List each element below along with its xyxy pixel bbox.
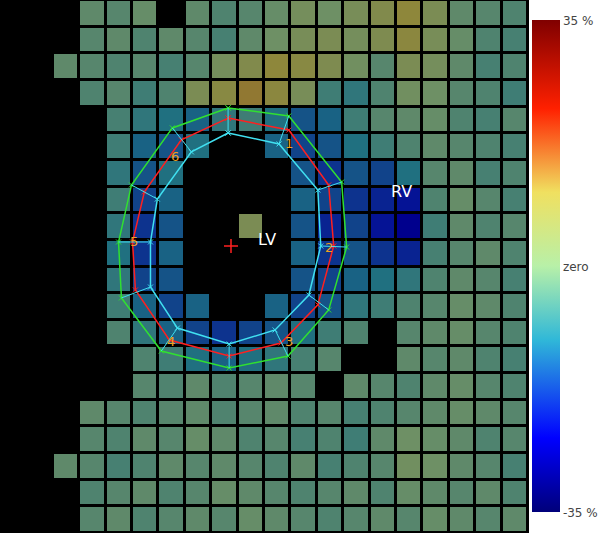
svg-text:LV: LV xyxy=(258,230,276,249)
svg-text:3: 3 xyxy=(285,334,293,349)
svg-text:RV: RV xyxy=(391,182,412,201)
svg-text:35 %: 35 % xyxy=(563,14,594,28)
svg-text:-35 %: -35 % xyxy=(563,506,598,520)
svg-text:5: 5 xyxy=(130,234,138,249)
svg-text:6: 6 xyxy=(171,149,179,164)
svg-text:zero: zero xyxy=(563,260,589,274)
svg-text:4: 4 xyxy=(167,334,175,349)
svg-text:2: 2 xyxy=(325,240,333,255)
svg-text:1: 1 xyxy=(285,136,293,151)
